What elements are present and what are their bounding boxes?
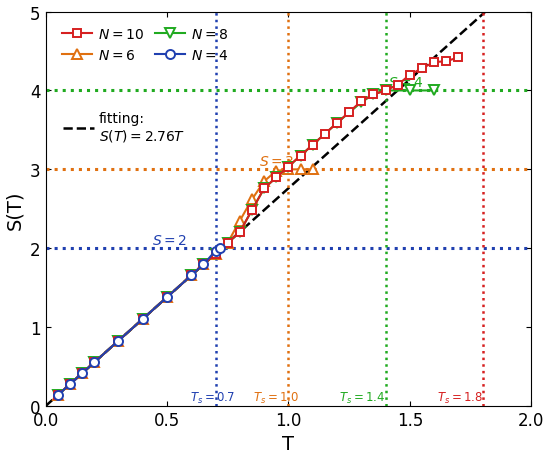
Text: $T_s = 1.0$: $T_s = 1.0$ <box>253 391 299 405</box>
Text: $S = 3$: $S = 3$ <box>259 154 295 168</box>
Legend: fitting:
$S(T) = 2.76T$: fitting: $S(T) = 2.76T$ <box>57 106 191 150</box>
Text: $S = 4$: $S = 4$ <box>388 76 424 90</box>
Text: $T_s = 1.8$: $T_s = 1.8$ <box>437 391 482 405</box>
X-axis label: T: T <box>283 435 294 453</box>
Y-axis label: S(T): S(T) <box>6 190 25 229</box>
Text: $S = 2$: $S = 2$ <box>152 233 188 247</box>
Text: $T_s = 0.7$: $T_s = 0.7$ <box>190 391 235 405</box>
Text: $T_s = 1.4$: $T_s = 1.4$ <box>339 391 386 405</box>
